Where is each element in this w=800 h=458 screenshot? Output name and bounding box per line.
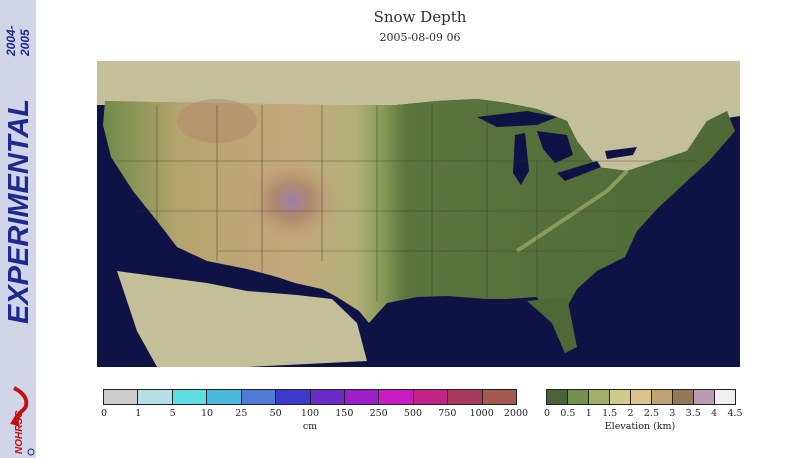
snow-swatch [448, 390, 483, 404]
snow-depth-tick-label: 250 [369, 408, 388, 419]
elevation-swatch [652, 390, 673, 404]
elevation-tick-label: 4 [711, 408, 718, 419]
elevation-swatch [610, 390, 631, 404]
elevation-tick-label: 0.5 [560, 408, 576, 419]
elevation-colorbar [546, 389, 736, 405]
elevation-swatch [589, 390, 610, 404]
elevation-swatch [631, 390, 652, 404]
svg-text:NOHRSC: NOHRSC [14, 410, 25, 454]
snow-depth-tick-label: 5 [169, 408, 176, 419]
rockies-relief [242, 157, 342, 245]
state-borders [117, 105, 697, 301]
snow-depth-tick-label: 0 [100, 408, 108, 419]
snow-depth-tick-label: 500 [403, 408, 423, 419]
snow-depth-tick-label: 50 [269, 408, 282, 419]
snow-swatch [138, 390, 173, 404]
elevation-swatch [694, 390, 715, 404]
snow-swatch [310, 390, 345, 404]
snow-swatch [207, 390, 242, 404]
elevation-tick-label: 2 [627, 408, 634, 419]
lake-huron [537, 131, 573, 163]
snow-depth-colorbar [103, 389, 517, 405]
elevation-tick-label: 1 [585, 408, 592, 419]
elevation-unit: Elevation (km) [604, 421, 676, 432]
lake-erie [557, 161, 601, 181]
snow-depth-tick-label: 1000 [469, 408, 494, 419]
snow-swatch [379, 390, 414, 404]
elevation-swatch [547, 390, 568, 404]
snow-depth-map [97, 61, 740, 367]
svg-text:EXPERIMENTAL: EXPERIMENTAL [3, 99, 34, 324]
snow-swatch [276, 390, 311, 404]
snow-depth-tick-label: 150 [335, 408, 354, 419]
snow-depth-unit: cm [302, 421, 318, 432]
snow-swatch [172, 390, 208, 404]
elevation-swatch [715, 390, 735, 404]
elevation-tick-label: 1.5 [602, 408, 618, 419]
snow-depth-tick-label: 25 [235, 408, 248, 419]
snow-depth-tick-label: 10 [200, 408, 214, 419]
map-datetime: 2005-08-09 06 [379, 31, 461, 44]
snow-depth-tick-label: 1 [135, 408, 142, 419]
snow-swatch [482, 390, 517, 404]
lake-michigan [513, 133, 529, 185]
snow-depth-tick-label: 2000 [503, 408, 529, 419]
snow-depth-tick-label: 100 [300, 408, 320, 419]
elevation-tick-label: 3 [669, 408, 676, 419]
season-end: 2005 [18, 29, 32, 57]
snow-depth-tick-label: 750 [438, 408, 457, 419]
elevation-tick-label: 0 [543, 408, 551, 419]
mexico-land [117, 271, 367, 367]
elevation-tick-label: 2.5 [643, 408, 659, 419]
conus-land [103, 99, 735, 353]
experimental-sidebar: 2004- 2005 EXPERIMENTAL NOHRSC [0, 0, 36, 458]
baja-peninsula [192, 283, 247, 367]
elevation-tick-label: 3.5 [685, 408, 701, 419]
elevation-tick-label: 4.5 [727, 408, 743, 419]
snow-swatch [241, 390, 277, 404]
lake-superior [477, 111, 557, 127]
season-start: 2004- [4, 25, 18, 57]
elevation-swatch [673, 390, 694, 404]
snow-swatch [413, 390, 449, 404]
elevation-swatch [568, 390, 589, 404]
map-title: Snow Depth [373, 8, 467, 26]
lake-ontario [605, 147, 637, 159]
florida-peninsula [527, 297, 577, 353]
nohrsc-logo: NOHRSC [10, 386, 35, 456]
snow-swatch [344, 390, 380, 404]
us-map-graphic [97, 61, 740, 367]
season-label: 2004- 2005 [4, 25, 32, 57]
experimental-label: EXPERIMENTAL [3, 99, 34, 324]
snow-swatch [104, 390, 139, 404]
canada-land [97, 61, 740, 171]
